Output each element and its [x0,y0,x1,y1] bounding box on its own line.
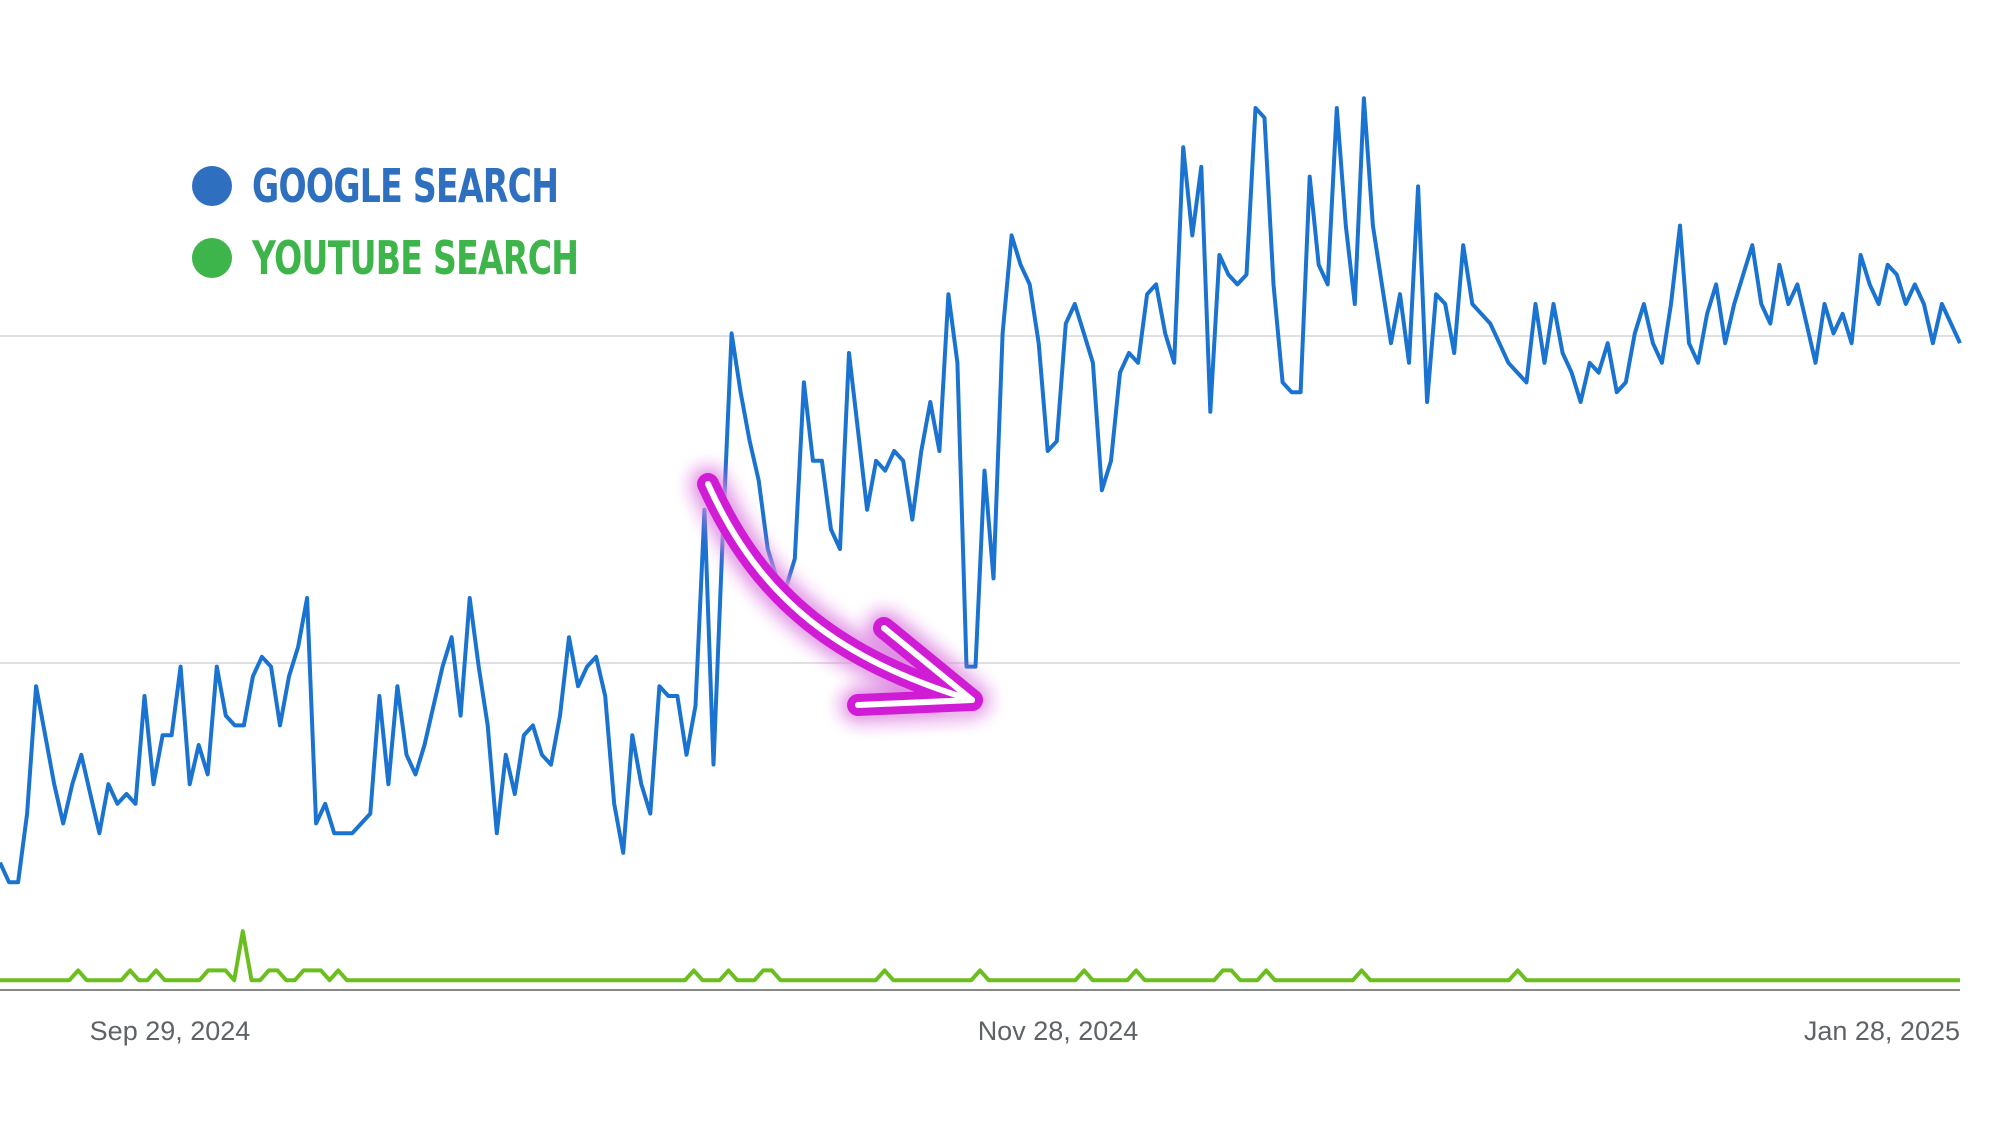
series-line [0,96,1962,885]
x-axis-ticks: Sep 29, 2024 Nov 28, 2024 Jan 28, 2025 [90,1016,1960,1046]
x-tick-label: Sep 29, 2024 [90,1016,251,1046]
legend-dot-icon [192,166,232,206]
legend-label-youtube: YOUTUBE SEARCH [252,231,579,285]
x-tick-label: Nov 28, 2024 [978,1016,1139,1046]
gridlines [0,335,1960,664]
annotation-arrow [697,473,983,716]
legend-dot-icon [192,238,232,278]
legend-item-google: GOOGLE SEARCH [192,150,705,222]
legend-item-youtube: YOUTUBE SEARCH [192,222,705,294]
series-layer [0,96,1962,983]
series-line [0,929,1960,983]
x-tick-label: Jan 28, 2025 [1804,1016,1960,1046]
legend: GOOGLE SEARCH YOUTUBE SEARCH [192,150,705,294]
legend-label-google: GOOGLE SEARCH [252,159,559,213]
